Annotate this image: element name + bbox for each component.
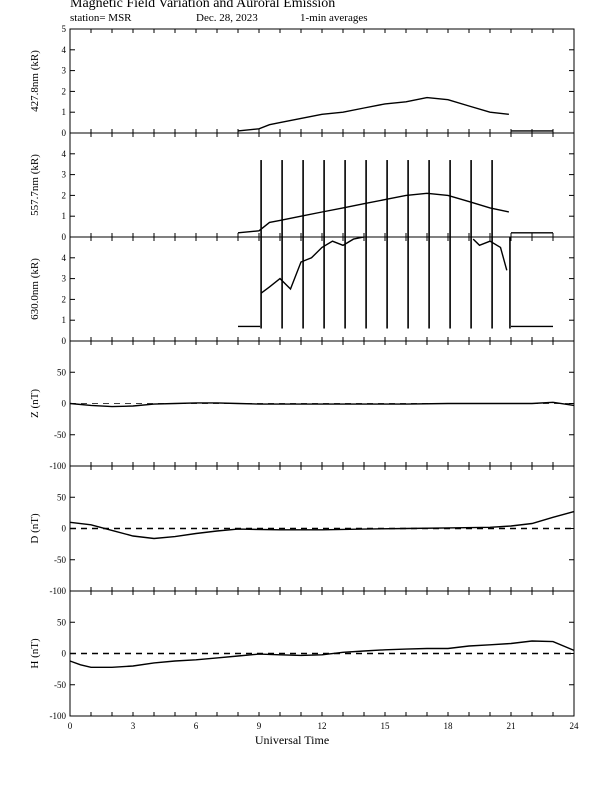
y-tick-label: -100: [50, 461, 67, 471]
x-tick-label: 9: [257, 721, 262, 731]
y-tick-label: 3: [62, 274, 67, 284]
panel-3-series-2: [260, 236, 365, 294]
panel-6-series-1: [69, 640, 575, 668]
chart-title: Magnetic Field Variation and Auroral Emi…: [70, 0, 336, 11]
x-tick-label: 18: [444, 721, 454, 731]
x-tick-label: 6: [194, 721, 199, 731]
y-tick-label: 2: [62, 294, 67, 304]
panel-4-series-1: [69, 401, 575, 408]
x-tick-label: 15: [381, 721, 391, 731]
y-tick-label: -100: [50, 711, 67, 721]
panel-2-series-1: [237, 192, 510, 234]
x-tick-label: 21: [507, 721, 516, 731]
panel-5-frame: [69, 465, 575, 592]
x-tick-label: 24: [570, 721, 580, 731]
panel-5-ylabel: D (nT): [29, 513, 41, 544]
y-tick-label: 2: [62, 190, 67, 200]
y-tick-label: 50: [57, 367, 67, 377]
y-tick-label: 0: [62, 524, 67, 534]
panel-5-series-1: [69, 510, 575, 540]
y-tick-label: -50: [54, 555, 66, 565]
y-tick-label: 4: [62, 45, 67, 55]
panel-1-frame: [69, 28, 575, 134]
y-tick-label: 0: [62, 232, 67, 242]
panel-3-ylabel: 630.0nm (kR): [29, 258, 41, 320]
y-tick-label: 50: [57, 492, 67, 502]
panel-4-ylabel: Z (nT): [29, 389, 41, 418]
date-label: Dec. 28, 2023: [196, 12, 258, 24]
panel-1-series-1: [237, 96, 509, 132]
panel-6-ylabel: H (nT): [29, 638, 41, 669]
x-axis-label: Universal Time: [255, 733, 329, 747]
y-tick-label: 1: [62, 107, 67, 117]
y-tick-label: 0: [62, 336, 67, 346]
y-tick-label: 1: [62, 315, 67, 325]
y-tick-label: 1: [62, 211, 67, 221]
x-tick-label: 3: [131, 721, 136, 731]
averaging-label: 1-min averages: [300, 12, 368, 24]
y-tick-label: 5: [62, 24, 67, 34]
y-tick-label: -50: [54, 680, 66, 690]
panel-3-frame: [69, 236, 575, 342]
y-tick-label: 0: [62, 399, 67, 409]
y-tick-label: 50: [57, 617, 67, 627]
y-tick-label: 3: [62, 170, 67, 180]
panel-6-frame: [69, 590, 575, 717]
panel-2-ylabel: 557.7nm (kR): [29, 154, 41, 216]
y-tick-label: 4: [62, 149, 67, 159]
x-tick-label: 0: [68, 721, 73, 731]
y-tick-label: 2: [62, 86, 67, 96]
panel-3-series-3: [472, 238, 508, 271]
y-tick-label: -100: [50, 586, 67, 596]
station-label: station= MSR: [70, 12, 132, 24]
x-tick-label: 12: [318, 721, 327, 731]
y-tick-label: 0: [62, 649, 67, 659]
y-tick-label: 4: [62, 253, 67, 263]
y-tick-label: 0: [62, 128, 67, 138]
panel-2-frame: [69, 132, 575, 238]
y-tick-label: 3: [62, 66, 67, 76]
panel-1-ylabel: 427.8nm (kR): [29, 50, 41, 112]
y-tick-label: -50: [54, 430, 66, 440]
